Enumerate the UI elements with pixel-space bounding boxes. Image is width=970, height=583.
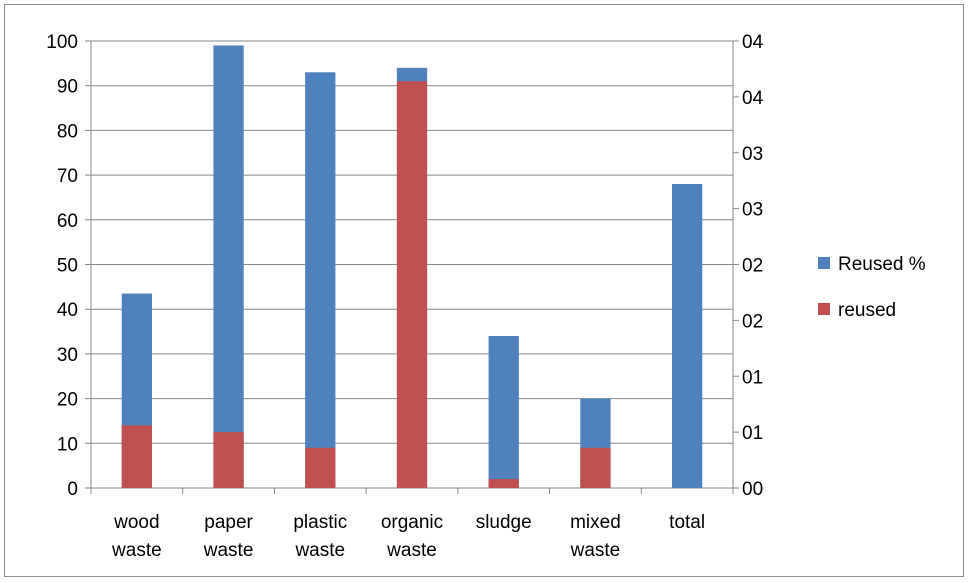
x-category-label: organic <box>381 512 443 533</box>
y-tick-label: 0 <box>67 479 78 500</box>
y-tick-label: 50 <box>57 256 78 277</box>
y-axis-tick-labels: 0 10 20 30 40 50 60 70 80 90 100 <box>46 32 78 500</box>
legend-label: Reused % <box>838 254 926 275</box>
x-category-label: paper <box>204 512 253 533</box>
legend-swatch <box>818 303 830 315</box>
bar-reused <box>213 432 244 488</box>
bar-reused <box>121 425 152 488</box>
y2-tick-label: 04 <box>742 32 764 53</box>
legend: Reused % reused <box>818 254 926 321</box>
y2-tick-label: 02 <box>742 256 763 277</box>
y2-tick-label: 01 <box>742 367 763 388</box>
y2-tick-label: 03 <box>742 144 763 165</box>
bar-reused <box>488 479 519 488</box>
bar-reused <box>488 336 519 488</box>
y2-tick-label: 03 <box>742 200 763 221</box>
legend-swatch <box>818 257 830 269</box>
x-category-label: waste <box>570 540 621 561</box>
y2-tick-label: 01 <box>742 423 763 444</box>
secondary-y-axis-tick-labels: 00 01 01 02 02 03 03 04 04 <box>742 32 764 500</box>
bar-reused <box>305 447 336 488</box>
bar-reused <box>213 45 244 488</box>
bar-reused <box>580 447 611 488</box>
bar-reused <box>672 184 703 489</box>
bars <box>121 45 703 489</box>
x-category-label: sludge <box>476 512 532 533</box>
y-tick-label: 70 <box>57 166 78 187</box>
x-axis-category-labels: wood waste paper waste plastic waste organic wa… <box>111 512 705 561</box>
x-category-label: wood <box>113 512 159 533</box>
legend-label: reused <box>838 300 896 321</box>
x-category-label: waste <box>294 540 345 561</box>
x-category-label: waste <box>111 540 162 561</box>
x-category-label: plastic <box>293 512 347 533</box>
bar-reused <box>305 72 336 488</box>
y-tick-label: 10 <box>57 434 78 455</box>
y-tick-label: 100 <box>46 32 78 53</box>
x-category-label: waste <box>386 540 437 561</box>
y2-tick-label: 00 <box>742 479 763 500</box>
chart-frame <box>4 4 964 577</box>
x-category-label: total <box>669 512 705 533</box>
y-tick-label: 30 <box>57 345 78 366</box>
y-tick-label: 60 <box>57 211 78 232</box>
y2-tick-label: 02 <box>742 311 763 332</box>
y-tick-label: 40 <box>57 300 78 321</box>
bar-reused <box>396 81 428 488</box>
x-category-label: waste <box>203 540 254 561</box>
y-tick-label: 80 <box>57 121 78 142</box>
y-tick-label: 90 <box>57 77 78 98</box>
y2-tick-label: 04 <box>742 88 764 109</box>
y-tick-label: 20 <box>57 390 78 411</box>
x-category-label: mixed <box>570 512 621 533</box>
